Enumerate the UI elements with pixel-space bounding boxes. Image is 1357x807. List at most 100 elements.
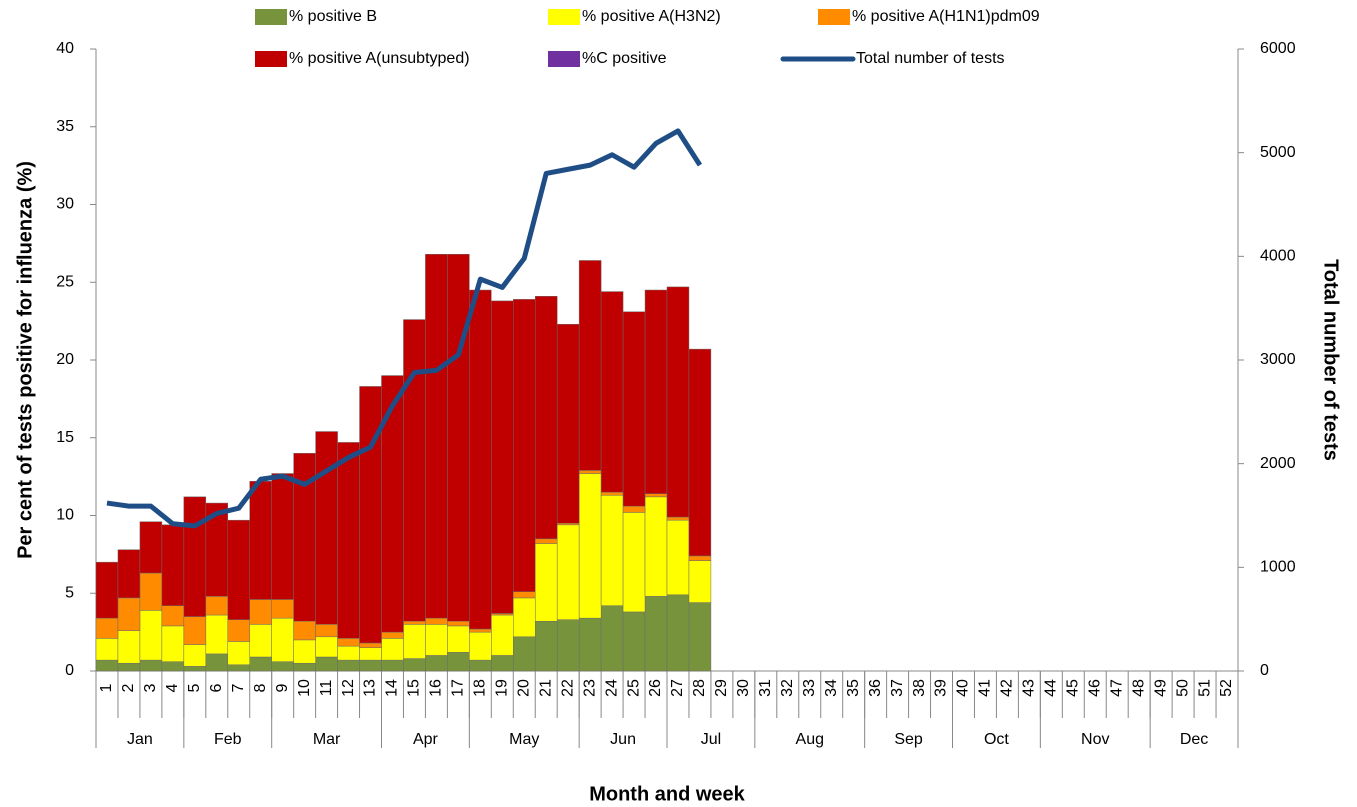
bar-segment (688, 555, 712, 561)
x-tick-label: 32 (779, 679, 796, 697)
x-tick-label: 22 (559, 679, 576, 697)
bar-segment (688, 602, 712, 672)
bar-segment (469, 659, 492, 672)
bar-segment (600, 491, 624, 496)
bar-segment (513, 299, 536, 592)
bar-segment (425, 624, 448, 656)
y-axis-title: Per cent of tests positive for influenza… (14, 161, 36, 559)
y-tick-label: 5 (65, 584, 74, 601)
bar-segment (534, 295, 558, 540)
bar-segment (337, 659, 360, 672)
month-label: May (509, 731, 539, 748)
bar-segment (183, 644, 207, 667)
x-tick-label: 7 (230, 683, 247, 692)
x-tick-label: 13 (362, 679, 379, 697)
x-axis-title: Month and week (589, 783, 745, 805)
legend-swatch (255, 51, 287, 67)
bar-segment (491, 300, 514, 614)
x-tick-label: 44 (1043, 679, 1060, 697)
x-tick-label: 26 (647, 679, 664, 697)
x-tick-label: 40 (955, 679, 972, 697)
x-tick-label: 33 (801, 679, 818, 697)
bar-segment (293, 620, 316, 641)
bar-segment (117, 630, 141, 664)
bar-segment (337, 638, 360, 647)
bar-segment (403, 624, 426, 659)
bar-segment (688, 348, 712, 557)
bar-segment (666, 519, 690, 596)
bar-segment (556, 524, 580, 620)
bar-segment (666, 516, 690, 521)
bar-segment (513, 636, 536, 672)
month-label: Jan (127, 731, 153, 748)
bar-segment (359, 659, 382, 672)
y2-tick-label: 6000 (1260, 40, 1296, 57)
x-tick-label: 48 (1130, 679, 1147, 697)
legend-label: % positive A(H3N2) (582, 8, 721, 25)
x-tick-label: 15 (406, 679, 423, 697)
month-label: Sep (894, 731, 923, 748)
bar-segment (315, 636, 338, 658)
bar-segment (139, 659, 163, 672)
month-label: Nov (1081, 731, 1109, 748)
bar-segment (381, 375, 404, 633)
bar-segment (403, 319, 426, 622)
x-tick-label: 35 (845, 679, 862, 697)
y-tick-label: 30 (56, 196, 74, 213)
x-tick-label: 42 (999, 679, 1016, 697)
month-label: Jul (701, 731, 721, 748)
x-tick-label: 12 (340, 679, 357, 697)
bar-segment (600, 605, 624, 672)
bar-segment (95, 617, 119, 639)
bar-segment (578, 473, 602, 619)
y2-tick-label: 4000 (1260, 248, 1296, 265)
bar-segment (403, 658, 426, 672)
bar-segment (161, 605, 185, 627)
y2-tick-label: 1000 (1260, 559, 1296, 576)
y-tick-label: 15 (56, 429, 74, 446)
x-tick-label: 39 (933, 679, 950, 697)
x-tick-label: 1 (98, 683, 115, 692)
bar-segment (513, 597, 536, 638)
bar-segment (578, 470, 602, 474)
x-tick-label: 18 (472, 679, 489, 697)
y-tick-label: 10 (56, 507, 74, 524)
legend-swatch (548, 9, 580, 25)
bar-segment (381, 638, 404, 661)
month-label: Aug (796, 731, 824, 748)
legend-swatch (255, 9, 287, 25)
bar-segment (425, 617, 448, 625)
month-label: Jun (610, 731, 636, 748)
bar-segment (469, 628, 492, 633)
y2-tick-label: 0 (1260, 662, 1269, 679)
x-tick-label: 21 (537, 679, 554, 697)
month-label: Feb (214, 731, 242, 748)
bar-segment (205, 614, 229, 655)
x-tick-label: 46 (1086, 679, 1103, 697)
x-tick-label: 25 (625, 679, 642, 697)
bar-segment (666, 594, 690, 672)
bar-segment (622, 512, 646, 613)
x-tick-label: 14 (384, 679, 401, 697)
x-tick-label: 34 (823, 679, 840, 697)
bar-segment (337, 442, 360, 639)
bar-segment (534, 538, 558, 544)
bar-segment (95, 638, 119, 661)
bar-segment (644, 496, 668, 597)
legend-label: % positive A(unsubtyped) (289, 50, 470, 67)
y-tick-label: 35 (56, 118, 74, 135)
bar-segment (622, 505, 646, 513)
x-tick-label: 29 (713, 679, 730, 697)
x-tick-label: 19 (494, 679, 511, 697)
x-tick-label: 30 (735, 679, 752, 697)
bar-segment (161, 524, 185, 606)
x-tick-label: 24 (603, 679, 620, 697)
bar-segment (447, 625, 470, 653)
y2-tick-label: 5000 (1260, 144, 1296, 161)
month-label: Apr (413, 731, 439, 748)
bar-segment (117, 597, 141, 631)
bar-segment (183, 616, 207, 645)
month-label: Mar (313, 731, 341, 748)
y2-tick-label: 2000 (1260, 455, 1296, 472)
bar-segment (183, 666, 207, 672)
